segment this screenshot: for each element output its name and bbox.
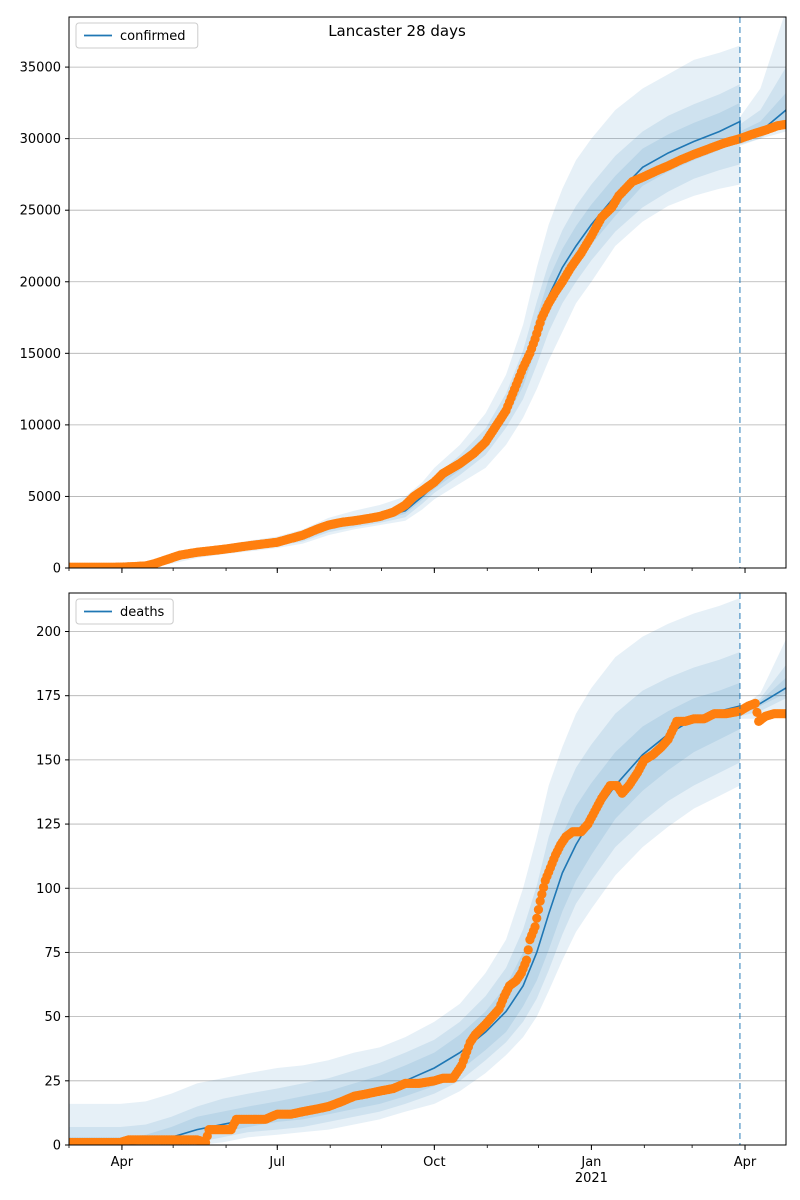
observed-point [533,905,544,915]
plot-area [69,17,786,568]
y-tick-label: 25000 [20,204,61,219]
y-tick-label: 10000 [20,418,61,433]
observed-point [530,922,540,932]
y-tick-label: 5000 [28,490,61,505]
observed-point [521,955,532,965]
y-tick-label: 0 [53,1139,61,1154]
uncertainty-band-outer [69,598,786,1145]
y-tick-label: 125 [36,818,61,833]
plot-area [69,598,786,1145]
x-tick-label: Apr [111,1155,134,1170]
x-axis [68,568,746,573]
y-tick-label: 25 [44,1074,61,1089]
y-tick-label: 50 [44,1010,61,1025]
observed-point [523,945,533,955]
observed-point [532,913,542,923]
y-tick-label: 75 [44,946,61,961]
y-tick-label: 15000 [20,347,61,362]
y-tick-label: 150 [36,753,61,768]
observed-points [69,698,786,1145]
y-tick-label: 0 [53,562,61,577]
y-tick-label: 100 [36,882,61,897]
y-tick-label: 30000 [20,132,61,147]
y-axis: 0 25 50 75 100 125 150 175 200 [36,625,69,1154]
observed-point [750,698,760,709]
y-axis: 0 5000 10000 15000 20000 25000 30000 35000 [20,61,69,577]
figure-title: Lancaster 28 days [328,22,466,40]
axes-frame [68,592,787,1146]
x-tick-label: Jul [268,1155,285,1170]
legend-box [75,598,174,625]
observed-point [781,119,786,129]
deaths-legend: deaths [75,598,174,625]
observed-points [69,119,786,568]
y-tick-label: 200 [36,625,61,640]
confirmed-panel: 0 5000 10000 15000 20000 25000 30000 35000 confi… [20,16,787,577]
y-tick-label: 20000 [20,275,61,290]
x-tick-label: Oct [423,1155,445,1170]
observed-point [781,709,786,719]
legend-label: confirmed [120,29,186,44]
observed-point [752,707,762,717]
legend-label: deaths [120,605,165,620]
uncertainty-band-outer [69,17,786,568]
x-tick-label: Jan [580,1155,601,1170]
y-tick-label: 175 [36,689,61,704]
uncertainty-band-middle [69,652,786,1145]
uncertainty-band-middle [69,67,786,568]
axes-frame [68,16,787,569]
x-tick-year-label: 2021 [575,1171,608,1186]
confirmed-legend: confirmed [75,22,199,49]
y-tick-label: 35000 [20,61,61,76]
x-tick-label: Apr [734,1155,757,1170]
legend-box [75,22,199,49]
